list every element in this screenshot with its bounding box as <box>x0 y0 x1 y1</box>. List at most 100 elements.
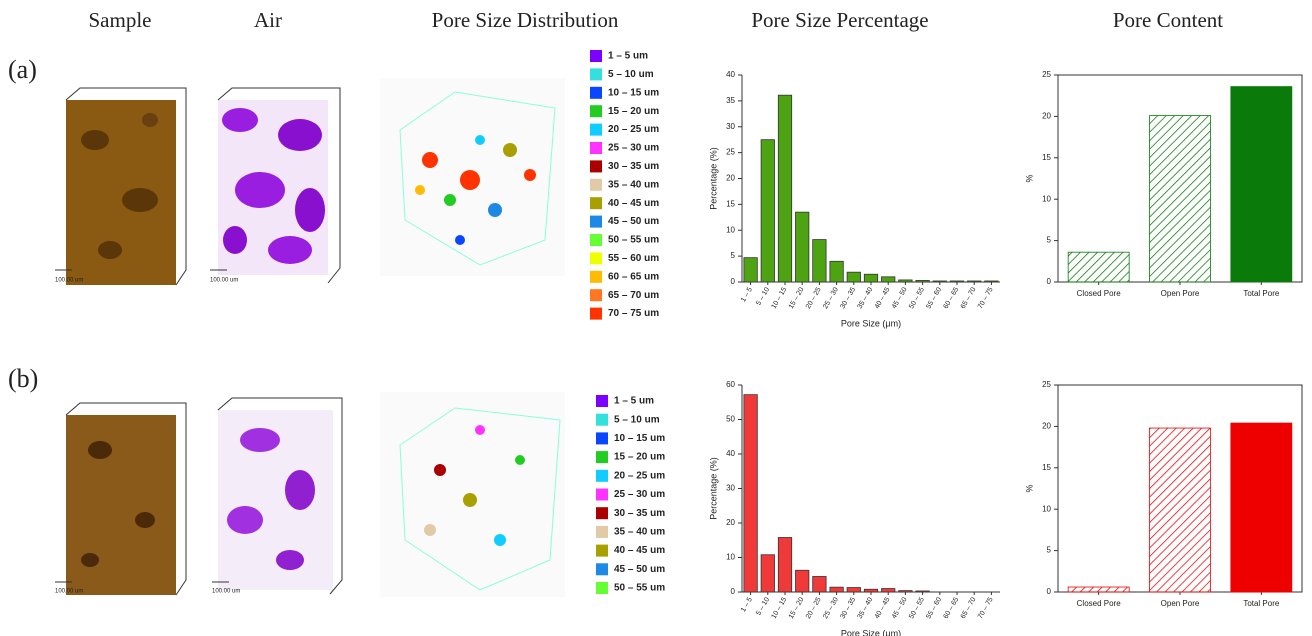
scale-label: 100.00 um <box>55 278 83 284</box>
bar <box>1068 252 1129 282</box>
y-tick-label: 25 <box>1042 380 1051 389</box>
distribution-image <box>380 392 565 597</box>
bar <box>916 280 929 282</box>
legend-label: 35 – 40 um <box>608 179 659 190</box>
bar <box>967 281 980 282</box>
x-tick-label: 15 – 20 <box>788 286 806 310</box>
legend-swatch <box>590 50 602 62</box>
bar <box>830 261 843 282</box>
y-tick-label: 5 <box>1047 236 1052 245</box>
y-axis-label: Percentage (%) <box>708 457 718 520</box>
legend-label: 1 – 5 um <box>608 51 648 62</box>
scale-label: 100.00 um <box>55 589 83 595</box>
column-header: Pore Size Distribution <box>432 8 619 32</box>
bar <box>864 274 877 282</box>
x-axis-label: Pore Size (μm) <box>841 318 901 328</box>
y-axis-label: Percentage (%) <box>708 147 718 210</box>
y-tick-label: 60 <box>726 380 735 389</box>
legend-swatch <box>590 289 602 301</box>
x-tick-label: 25 – 30 <box>822 596 840 620</box>
bar <box>813 576 826 592</box>
legend-label: 20 – 25 um <box>608 124 659 135</box>
column-header: Sample <box>89 8 152 32</box>
legend-swatch <box>590 308 602 320</box>
column-header: Air <box>254 8 282 32</box>
page: Sample Air Pore Size Distribution Pore S… <box>0 0 1312 636</box>
x-tick-label: 10 – 15 <box>771 286 789 310</box>
y-tick-label: 20 <box>726 174 735 183</box>
y-axis-label: % <box>1024 484 1034 492</box>
row-label: (a) <box>8 55 37 84</box>
bar <box>950 281 963 282</box>
bar <box>778 537 791 592</box>
x-tick-label: 55 – 60 <box>925 596 943 620</box>
y-tick-label: 10 <box>1042 504 1051 513</box>
legend-label: 10 – 15 um <box>608 87 659 98</box>
x-tick-label: 20 – 25 <box>805 596 823 620</box>
bar <box>933 281 946 282</box>
legend-label: 10 – 15 um <box>614 433 665 444</box>
x-tick-label: 40 – 45 <box>874 596 892 620</box>
legend-swatch <box>590 252 602 264</box>
y-tick-label: 10 <box>726 553 735 562</box>
legend-label: 45 – 50 um <box>614 564 665 575</box>
x-tick-label: 30 – 35 <box>839 286 857 310</box>
y-tick-label: 15 <box>1042 463 1051 472</box>
bar <box>881 277 894 282</box>
legend-swatch <box>596 489 608 501</box>
x-tick-label: 50 – 55 <box>908 286 926 310</box>
x-tick-label: Closed Pore <box>1077 599 1122 608</box>
column-header: Pore Content <box>1113 8 1223 32</box>
legend-swatch <box>596 470 608 482</box>
y-tick-label: 5 <box>731 251 736 260</box>
legend-swatch <box>596 582 608 594</box>
legend-label: 40 – 45 um <box>608 198 659 209</box>
x-tick-label: Total Pore <box>1243 289 1280 298</box>
x-tick-label: 35 – 40 <box>857 596 875 620</box>
x-tick-label: 45 – 50 <box>891 286 909 310</box>
bar <box>864 589 877 592</box>
y-tick-label: 10 <box>1042 194 1051 203</box>
y-tick-label: 35 <box>726 96 735 105</box>
bar <box>761 555 774 592</box>
y-tick-label: 5 <box>1047 546 1052 555</box>
legend-swatch <box>590 142 602 154</box>
bar <box>795 212 808 282</box>
y-tick-label: 15 <box>1042 153 1051 162</box>
x-tick-label: 1 – 5 <box>740 596 754 613</box>
y-tick-label: 40 <box>726 70 735 79</box>
y-tick-label: 30 <box>726 122 735 131</box>
bar <box>813 240 826 282</box>
x-tick-label: Open Pore <box>1161 599 1200 608</box>
y-tick-label: 15 <box>726 199 735 208</box>
figure: Sample Air Pore Size Distribution Pore S… <box>0 0 1312 636</box>
legend-swatch <box>596 451 608 463</box>
x-tick-label: Closed Pore <box>1077 289 1122 298</box>
x-tick-label: 25 – 30 <box>822 286 840 310</box>
y-tick-label: 20 <box>1042 422 1051 431</box>
legend-label: 35 – 40 um <box>614 527 665 538</box>
x-tick-label: 70 – 75 <box>977 286 995 310</box>
bar <box>1231 423 1292 592</box>
legend-swatch <box>596 507 608 519</box>
bar <box>881 589 894 592</box>
bar <box>985 281 998 282</box>
y-tick-label: 20 <box>1042 112 1051 121</box>
y-tick-label: 50 <box>726 415 735 424</box>
x-tick-label: 60 – 65 <box>943 596 961 620</box>
y-tick-label: 0 <box>1047 587 1052 596</box>
x-tick-label: 50 – 55 <box>908 596 926 620</box>
scale-label: 100.00 um <box>210 278 238 284</box>
legend-label: 70 – 75 um <box>608 308 659 319</box>
legend-swatch <box>596 432 608 444</box>
legend-swatch <box>590 216 602 228</box>
x-tick-label: 45 – 50 <box>891 596 909 620</box>
bar <box>847 272 860 282</box>
y-tick-label: 0 <box>731 277 736 286</box>
column-header: Pore Size Percentage <box>751 8 928 32</box>
x-axis-label: Pore Size (μm) <box>841 628 901 636</box>
x-tick-label: 20 – 25 <box>805 286 823 310</box>
x-tick-label: 40 – 45 <box>874 286 892 310</box>
legend-swatch <box>596 414 608 426</box>
sample-image <box>55 403 186 595</box>
